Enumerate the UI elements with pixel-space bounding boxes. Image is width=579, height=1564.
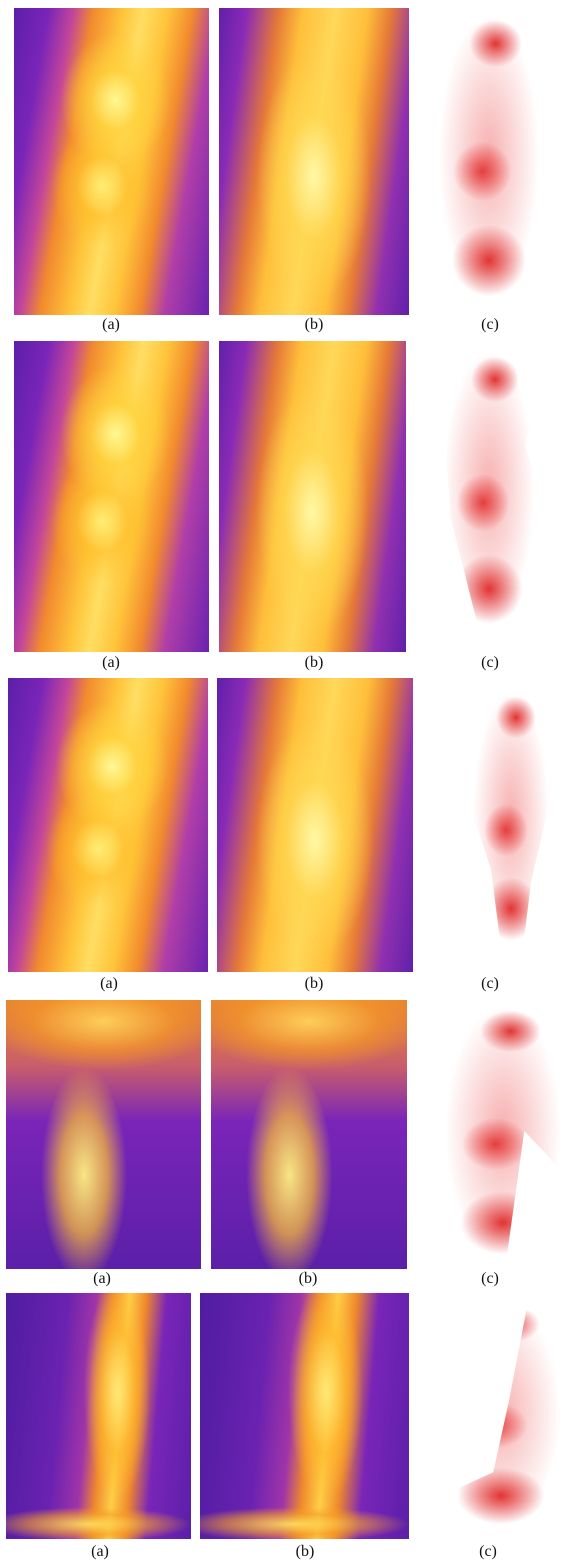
caption-row5-b: (b) [295, 1543, 315, 1560]
caption-row3-b: (b) [304, 975, 324, 992]
caption-row2-a: (a) [102, 654, 120, 671]
thermal-image-row3-b [217, 678, 413, 972]
redmap-image-row5-c [423, 1296, 579, 1531]
thermal-image-row5-a [6, 1293, 191, 1539]
thermal-image-row2-b [219, 341, 406, 652]
thermal-image-row1-a [14, 8, 209, 315]
caption-row2-b: (b) [304, 654, 324, 671]
caption-row1-a: (a) [102, 316, 120, 333]
caption-row5-c: (c) [479, 1543, 497, 1560]
redmap-image-row3-c [461, 686, 561, 948]
caption-row2-c: (c) [481, 654, 499, 671]
caption-row5-a: (a) [91, 1543, 109, 1560]
redmap-image-row4-c [427, 1000, 579, 1262]
caption-row3-a: (a) [100, 975, 118, 992]
thermal-image-row4-b [211, 1000, 407, 1269]
thermal-image-row2-a [14, 341, 209, 652]
thermal-image-row4-a [6, 1000, 201, 1269]
thermal-image-row3-a [8, 678, 208, 972]
redmap-image-row1-c [423, 8, 555, 305]
caption-row3-c: (c) [481, 975, 499, 992]
thermal-image-row1-b [219, 8, 409, 315]
caption-row4-c: (c) [481, 1270, 499, 1287]
caption-row4-b: (b) [298, 1270, 318, 1287]
caption-row1-c: (c) [481, 316, 499, 333]
thermal-image-row5-b [200, 1293, 409, 1539]
redmap-image-row2-c [435, 345, 549, 632]
caption-row4-a: (a) [93, 1270, 111, 1287]
caption-row1-b: (b) [304, 316, 324, 333]
